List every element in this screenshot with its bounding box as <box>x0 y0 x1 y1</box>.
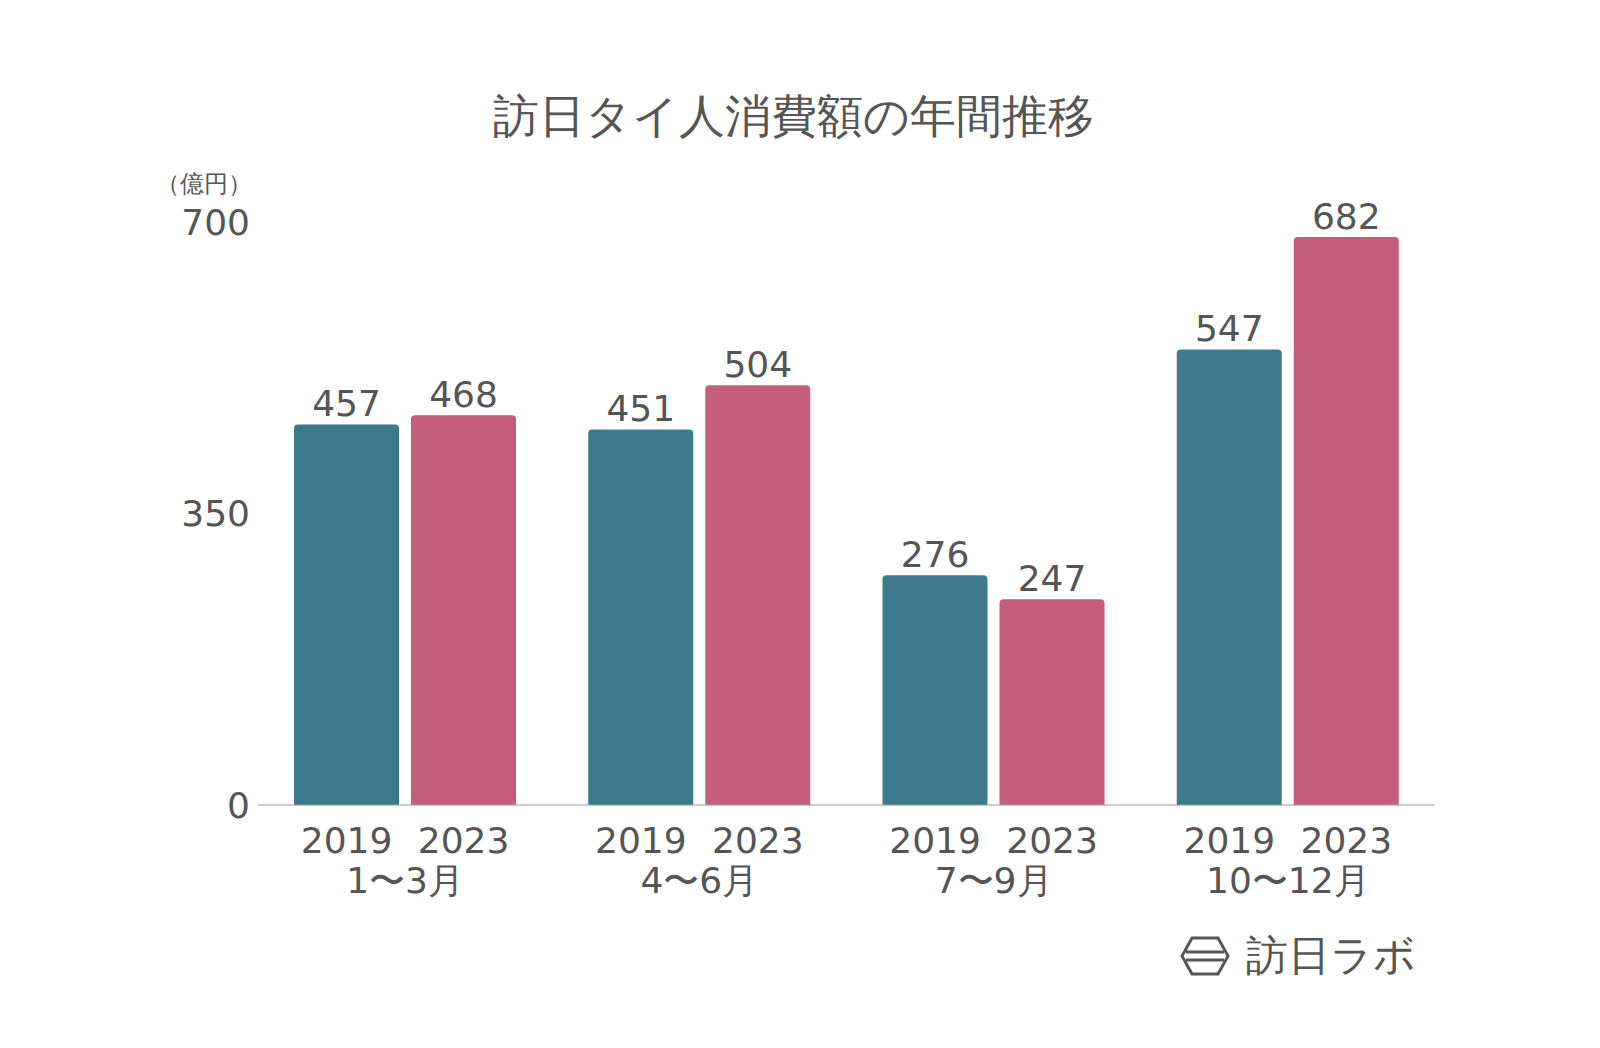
svg-text:1〜3月: 1〜3月 <box>346 860 464 901</box>
svg-text:0: 0 <box>227 785 250 826</box>
html-text:（億円）: （億円） <box>156 170 252 198</box>
svg-text:2019: 2019 <box>1184 820 1276 861</box>
svg-text:10〜12月: 10〜12月 <box>1206 860 1370 901</box>
svg-text:247: 247 <box>1018 558 1087 599</box>
svg-text:2019: 2019 <box>301 820 393 861</box>
svg-text:451: 451 <box>606 388 675 429</box>
svg-text:4〜6月: 4〜6月 <box>640 860 758 901</box>
svg-text:2023: 2023 <box>1006 820 1098 861</box>
svg-text:350: 350 <box>181 493 250 534</box>
svg-text:2019: 2019 <box>595 820 687 861</box>
html-text:訪日タイ人消費額の年間推移: 訪日タイ人消費額の年間推移 <box>492 89 1094 143</box>
svg-text:504: 504 <box>723 344 792 385</box>
svg-text:468: 468 <box>429 374 498 415</box>
svg-text:547: 547 <box>1195 308 1264 349</box>
svg-text:2023: 2023 <box>712 820 804 861</box>
svg-text:700: 700 <box>181 202 250 243</box>
svg-text:7〜9月: 7〜9月 <box>935 860 1053 901</box>
svg-text:457: 457 <box>312 383 381 424</box>
svg-text:2019: 2019 <box>889 820 981 861</box>
svg-text:2023: 2023 <box>418 820 510 861</box>
html-text:訪日ラボ: 訪日ラボ <box>1246 931 1416 980</box>
svg-text:2023: 2023 <box>1301 820 1393 861</box>
svg-text:682: 682 <box>1312 196 1381 237</box>
svg-text:276: 276 <box>901 534 970 575</box>
